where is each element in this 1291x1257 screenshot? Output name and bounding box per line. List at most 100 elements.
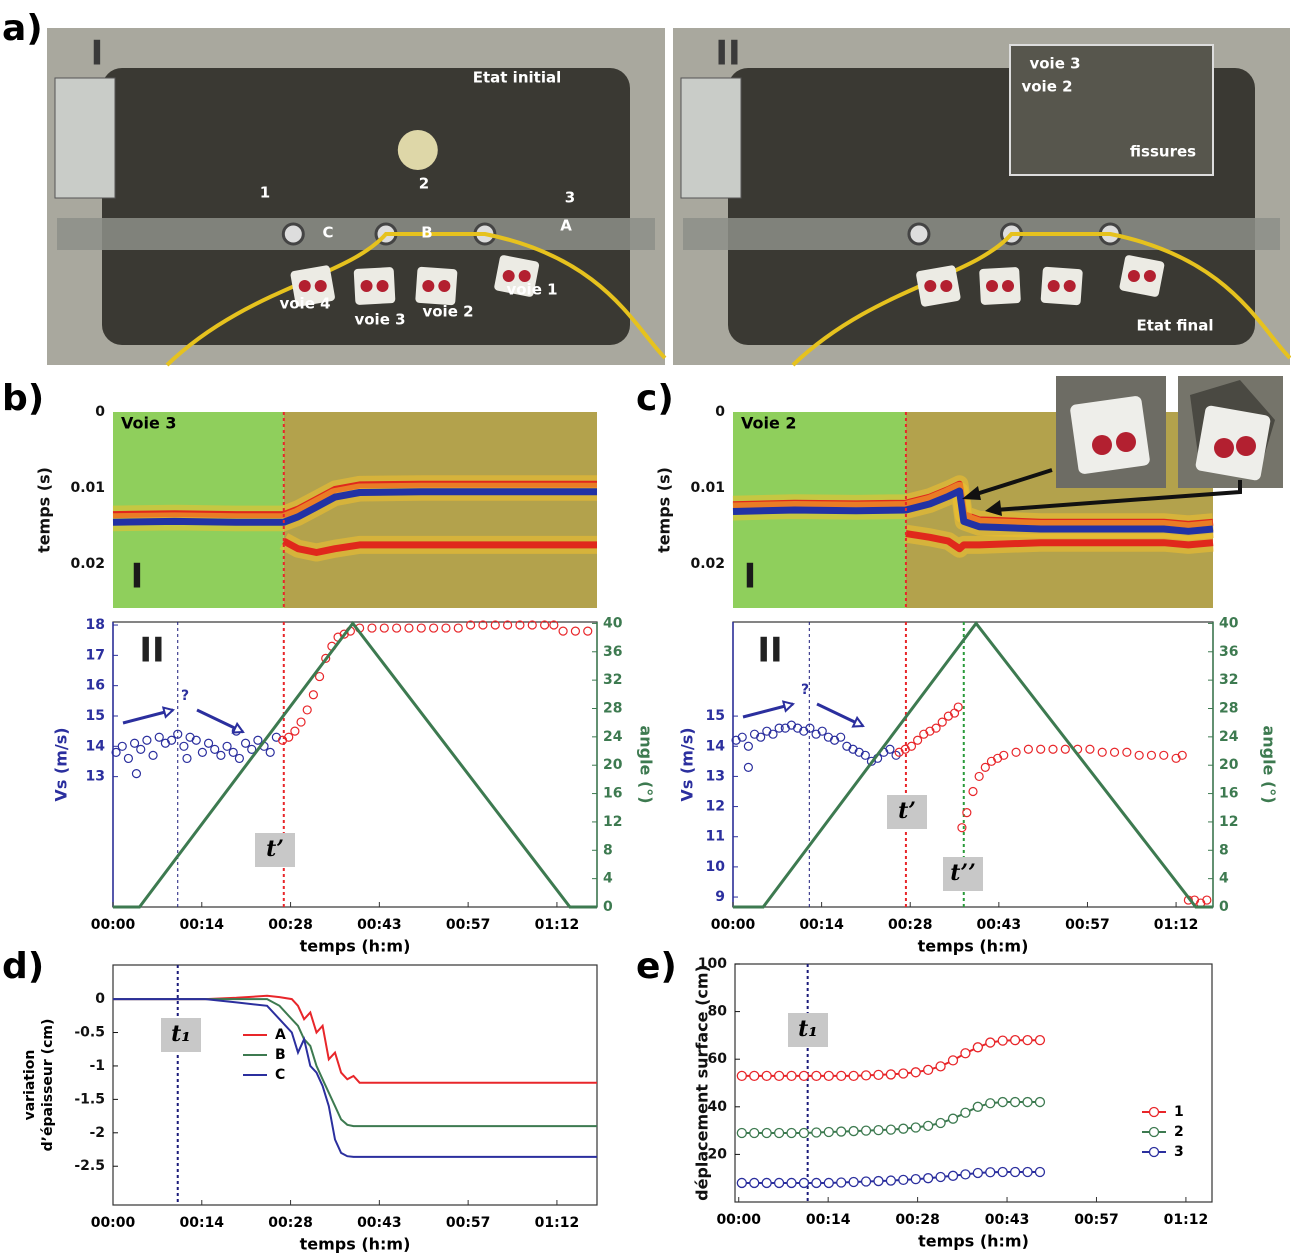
point [1034,1166,1046,1178]
photo-annotation: 1 [260,184,270,202]
point [823,1177,834,1189]
photo-clock [680,77,742,199]
point [367,623,377,633]
panel-label: b) [2,378,44,419]
point [296,717,306,727]
point [885,1124,897,1135]
y2-tick-label: 28 [1219,700,1238,716]
point [131,768,142,779]
point [960,1048,971,1059]
point [931,723,941,733]
y2-tick-label: 20 [603,757,623,773]
y2-tick-label: 32 [603,672,622,688]
point [191,735,201,745]
x-axis-title: temps (h:m) [918,937,1029,956]
point [1146,750,1157,760]
point [923,1120,934,1131]
point [515,620,525,630]
sensor [494,255,540,297]
point [860,1125,872,1136]
legend-label: 2 [1174,1124,1184,1140]
point [392,623,402,633]
point [1109,747,1120,757]
bolt [281,222,305,246]
point [935,1171,946,1183]
point [836,1177,847,1188]
sensor-dot [1092,435,1112,455]
chart-label: I [744,557,757,597]
point [182,753,192,764]
point [768,729,778,739]
photo-annotation: Etat final [1137,317,1214,335]
point [786,1127,797,1139]
legend-label: C [275,1067,285,1083]
sensor-dot [986,280,999,292]
y-axis-title: d’épaisseur (cm) [40,1019,56,1152]
point [773,1127,785,1139]
photo-annotation: A [560,217,572,235]
point [749,1127,760,1139]
photo-annotation: voie 3 [1029,55,1080,73]
point [1034,1096,1046,1108]
point [997,1166,1008,1178]
annotation: ? [801,682,809,698]
point [947,1170,959,1181]
point [873,1069,884,1081]
point [811,1127,822,1138]
point [210,744,220,754]
point [539,620,550,630]
x-tick-label: 00:57 [1074,1212,1119,1228]
point [478,620,488,630]
point [860,1176,872,1187]
beam [57,218,655,250]
point [962,808,972,818]
trace [732,487,1214,535]
sensor-dot [502,270,515,282]
point [1134,750,1144,760]
y-axis-title: Vs (m/s) [52,727,71,801]
point [848,1125,859,1137]
legend-marker [1148,1106,1160,1118]
point [756,732,766,742]
point [1085,744,1095,754]
x-tick-label: 01:12 [535,917,580,933]
sensor-dot [376,280,389,292]
sensor [415,266,458,306]
point [416,623,426,633]
point [1022,1035,1033,1046]
y2-tick-label: 0 [1219,899,1229,915]
point [173,729,183,739]
point [197,747,208,757]
point [985,1167,996,1178]
point [786,1177,797,1189]
sensor-dot [1002,280,1015,292]
y-tick-label: 0.02 [70,556,105,572]
point [1036,744,1046,754]
heatmap-region [283,412,597,608]
y-tick-label: 100 [698,956,727,972]
sensor-dot [1143,270,1156,282]
chart-label: I [131,557,144,597]
beam [683,218,1280,250]
photo-annotation: 3 [565,189,575,207]
point [811,1177,822,1189]
x-tick-label: 00:57 [446,917,491,933]
photo-annotation: C [322,224,333,242]
point [910,1174,921,1185]
point [960,1169,971,1180]
trace [112,488,597,526]
sensor-dot [940,280,953,292]
plot-frame [112,964,598,1206]
chart-title: Voie 3 [121,414,177,433]
reference-label: t’ [898,798,916,824]
y2-axis-title: angle (°) [637,725,656,803]
x-tick-label: 00:14 [179,917,224,933]
point [1009,1035,1021,1046]
sensor-dot [422,280,435,292]
annotation-arrow-head [161,706,176,719]
point [937,717,947,727]
y-tick-label: 15 [706,708,725,724]
point [910,1067,921,1078]
plot-frame [112,621,598,908]
